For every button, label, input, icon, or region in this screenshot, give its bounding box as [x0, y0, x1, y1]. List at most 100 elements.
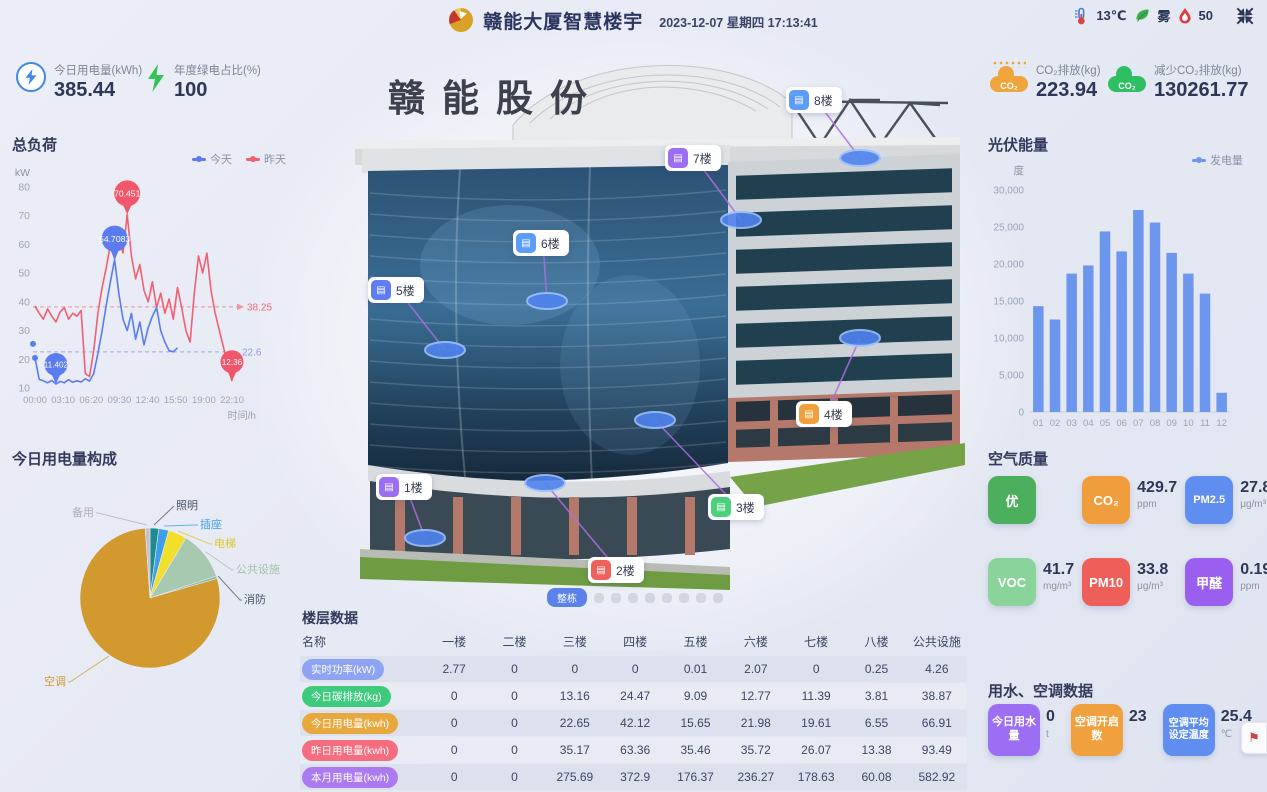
collapse-arrows-icon: [1236, 7, 1254, 25]
table-header-cell: 五楼: [683, 634, 708, 649]
svg-text:22:10: 22:10: [220, 395, 244, 406]
temperature-label: 13℃: [1096, 7, 1127, 23]
water-value-block: 23: [1129, 704, 1147, 729]
table-cell: 275.69: [556, 770, 594, 784]
svg-text:80: 80: [18, 182, 30, 194]
row-label-cell: 实时功率(kW): [300, 658, 424, 680]
pagination-dot[interactable]: [696, 592, 706, 603]
water-value: 23: [1128, 708, 1147, 725]
water-ac-item: 今日用水量 0 t: [988, 704, 1055, 756]
floor-pill-1楼[interactable]: ▤ 1楼: [376, 474, 432, 500]
row-label-pill: 今日碳排放(kg): [302, 685, 391, 707]
svg-text:15:50: 15:50: [164, 395, 188, 406]
pagination-dot[interactable]: [713, 592, 723, 603]
legend-item[interactable]: 昨天: [246, 151, 286, 167]
water-value: 25.4: [1220, 708, 1252, 725]
table-cell: 372.9: [620, 770, 651, 784]
pagination-dot[interactable]: [645, 592, 655, 603]
table-header-row: 名称 一楼 二楼 三楼 四楼 五楼 六楼 七楼 八楼 公共设施: [300, 630, 967, 652]
svg-text:消防: 消防: [244, 592, 266, 606]
table-title: 楼层数据: [302, 610, 358, 626]
air-tag-tile: CO₂: [1082, 476, 1131, 524]
svg-text:00:00: 00:00: [23, 395, 47, 406]
row-label-pill: 昨日用电量(kwh): [302, 739, 399, 761]
legend-item[interactable]: 发电量: [1192, 152, 1243, 168]
pie-slice-备用: [144, 527, 151, 599]
floor-data-table: 名称 一楼 二楼 三楼 四楼 五楼 六楼 七楼 八楼 公共设施 实时功率(kW) 2.77 0 0 0 0.0…: [300, 630, 967, 790]
floor-building-icon: ▤: [789, 90, 809, 110]
air-tag-tile: 优: [988, 476, 1036, 524]
floor-pill-3楼[interactable]: ▤ 3楼: [708, 494, 764, 520]
svg-text:空调: 空调: [44, 674, 66, 688]
table-cell: 13.38: [861, 743, 892, 757]
row-label-cell: 本月用电量(kwh): [300, 766, 424, 788]
air-quality-item: PM2.5 27.8 μg/m³: [1185, 476, 1267, 524]
floor-pill-4楼[interactable]: ▤ 4楼: [796, 401, 852, 427]
floor-building-icon: ▤: [379, 477, 399, 497]
table-header-cell: 名称: [302, 634, 327, 649]
pagination-dot[interactable]: [662, 592, 672, 603]
air-value: 429.7: [1137, 479, 1178, 496]
svg-text:30,000: 30,000: [993, 186, 1024, 197]
table-cell: 4.26: [925, 662, 949, 676]
svg-text:11: 11: [1200, 418, 1210, 429]
legend-label: 今天: [210, 154, 232, 166]
floor-pill-2楼[interactable]: ▤ 2楼: [588, 557, 644, 583]
pie-section-title: 今日用电量构成: [12, 451, 118, 468]
table-cell: 60.08: [861, 770, 892, 784]
air-value-block: 33.8 μg/m³: [1137, 558, 1168, 593]
header: 赣能大厦智慧楼宇 2023-12-07 星期四 17:13:41: [0, 0, 1267, 40]
floor-pill-label: 2楼: [616, 563, 635, 578]
pagination-active-whole-building[interactable]: 整栋: [547, 588, 587, 607]
legend-item[interactable]: 今天: [192, 151, 232, 167]
floor-building-icon: ▤: [516, 233, 536, 253]
pagination-dot[interactable]: [594, 592, 604, 603]
floor-pill-8楼[interactable]: ▤ 8楼: [786, 87, 842, 113]
air-value: 27.8: [1240, 479, 1267, 496]
svg-text:03: 03: [1066, 418, 1077, 429]
row-label-pill: 本月用电量(kwh): [302, 766, 399, 788]
table-cell: 24.47: [620, 689, 651, 703]
svg-text:公共设施: 公共设施: [236, 563, 280, 576]
floor-pill-5楼[interactable]: ▤ 5楼: [368, 277, 424, 303]
table-cell: 178.63: [797, 770, 835, 784]
昨天-legend-marker: [246, 156, 260, 162]
co2-cloud-green-icon: CO₂: [1108, 66, 1146, 92]
pv-bar-chart: 度 0 5,000 10,000 15,000 20,000 25,000 30,000 01 0…: [993, 164, 1230, 429]
pagination-dot[interactable]: [611, 592, 621, 603]
pagination-dot[interactable]: [628, 592, 638, 603]
exit-fullscreen-button[interactable]: [1233, 5, 1257, 29]
table-cell: 0: [450, 716, 458, 730]
svg-text:照明: 照明: [176, 499, 198, 512]
table-cell: 236.27: [737, 770, 775, 784]
floor-building-icon: ▤: [371, 280, 391, 300]
table-cell: 0: [571, 662, 579, 676]
humidity-drop-icon: [1178, 8, 1191, 24]
table-cell: 0: [511, 770, 518, 784]
air-value: 41.7: [1043, 561, 1075, 578]
floor-pill-6楼[interactable]: ▤ 6楼: [513, 230, 569, 256]
weather-cluster: 13℃ 雾 50: [1073, 6, 1213, 25]
svg-text:kW: kW: [15, 167, 30, 179]
water-ac-item: 空调开启数 23: [1070, 704, 1147, 756]
floor-pill-7楼[interactable]: ▤ 7楼: [665, 145, 721, 171]
svg-text:09: 09: [1166, 418, 1177, 429]
svg-text:50: 50: [18, 268, 30, 280]
stat-label: 年度绿电占比(%): [174, 65, 261, 77]
table-cell: 0: [450, 689, 458, 703]
air-quality-item: 优: [988, 476, 1074, 524]
building-sign-text: 赣能股份: [388, 78, 604, 119]
svg-text:20,000: 20,000: [993, 260, 1024, 271]
svg-text:70.451: 70.451: [114, 189, 141, 199]
water-ac-row: 今日用水量 0 t 空调开启数 23 空调平均设定温度 25.4 ℃: [988, 704, 1266, 756]
table-cell: 26.07: [801, 743, 832, 757]
table-cell: 0: [450, 770, 458, 784]
pagination-dot[interactable]: [679, 592, 689, 603]
air-value-block: 27.8 μg/m³: [1240, 476, 1267, 511]
water-value: 0: [1046, 708, 1055, 725]
table-cell: 0.01: [683, 662, 708, 676]
stat-today-energy: 今日用电量(kWh) 385.44: [16, 62, 142, 102]
stat-co2-reduced: CO₂ 减少CO₂排放(kg) 130261.77: [1108, 62, 1249, 102]
flag-shortcut-button[interactable]: ⚑: [1241, 722, 1267, 754]
